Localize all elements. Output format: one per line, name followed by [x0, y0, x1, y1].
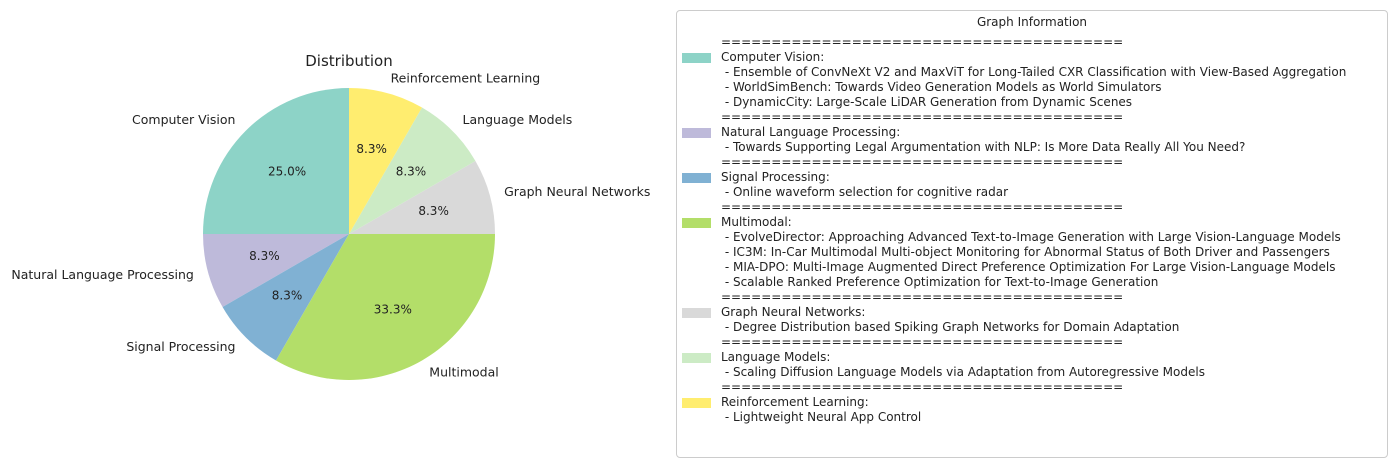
- pie-slice-computer-vision: [203, 88, 349, 234]
- legend-category: Signal Processing:: [721, 170, 830, 184]
- slice-percent-label: 8.3%: [272, 288, 303, 302]
- legend-item: - WorldSimBench: Towards Video Generatio…: [721, 80, 1162, 94]
- pie-slice-language-models: [349, 107, 476, 234]
- legend-item: - MIA-DPO: Multi-Image Augmented Direct …: [721, 260, 1336, 274]
- legend-separator: ========================================: [721, 335, 1124, 349]
- slice-label: Computer Vision: [132, 112, 235, 127]
- pie-slices: [203, 88, 495, 380]
- slice-percent-label: 8.3%: [249, 249, 280, 263]
- legend-swatch: [682, 52, 711, 63]
- legend-item: - Scaling Diffusion Language Models via …: [721, 365, 1205, 379]
- slice-percent-label: 8.3%: [418, 204, 449, 218]
- legend-category: Graph Neural Networks:: [721, 305, 866, 319]
- legend-item: - IC3M: In-Car Multimodal Multi-object M…: [721, 245, 1330, 259]
- legend-separator: ========================================: [721, 290, 1124, 304]
- legend-swatch: [682, 217, 711, 228]
- legend-separator: ========================================: [721, 155, 1124, 169]
- legend-category: Computer Vision:: [721, 50, 825, 64]
- pie-slice-labels: Computer Vision Natural Language Processi…: [11, 70, 650, 379]
- legend-swatch: [682, 352, 711, 363]
- pie-percent-labels: 25.0% 8.3% 8.3% 33.3% 8.3% 8.3% 8.3%: [249, 142, 449, 316]
- legend-separator: ========================================: [721, 200, 1124, 214]
- slice-percent-label: 33.3%: [374, 302, 412, 316]
- legend-item: - Lightweight Neural App Control: [721, 410, 922, 424]
- legend-entries: ========================================…: [721, 35, 1346, 425]
- pie-slice-multimodal: [276, 234, 495, 380]
- legend-item: - DynamicCity: Large-Scale LiDAR Generat…: [721, 95, 1133, 109]
- pie-slice-natural-language-processing: [203, 234, 349, 307]
- legend-category: Reinforcement Learning:: [721, 395, 869, 409]
- slice-label: Reinforcement Learning: [391, 70, 541, 85]
- legend-category: Language Models:: [721, 350, 831, 364]
- legend-title: Graph Information: [976, 15, 1088, 29]
- legend-separator: ========================================: [721, 35, 1124, 49]
- slice-label: Signal Processing: [126, 339, 235, 354]
- pie-slice-signal-processing: [222, 234, 349, 361]
- pie-slice-reinforcement-learning: [349, 88, 422, 234]
- slice-label: Multimodal: [429, 365, 498, 380]
- legend: Graph Information ======================…: [676, 10, 1388, 458]
- legend-item: - EvolveDirector: Approaching Advanced T…: [721, 230, 1341, 244]
- legend-swatch: [682, 127, 711, 138]
- legend-swatch: [682, 397, 711, 408]
- pie-chart: Distribution Computer Vision Natural Lang…: [11, 52, 650, 380]
- legend-item: - Degree Distribution based Spiking Grap…: [721, 320, 1180, 334]
- legend-separator: ========================================: [721, 110, 1124, 124]
- legend-item: - Online waveform selection for cognitiv…: [721, 185, 1009, 199]
- legend-item: - Scalable Ranked Preference Optimizatio…: [721, 275, 1159, 289]
- chart-title: Distribution: [305, 52, 393, 70]
- slice-label: Language Models: [463, 112, 573, 127]
- slice-percent-label: 8.3%: [356, 142, 387, 156]
- pie-slice-graph-neural-networks: [349, 161, 495, 234]
- legend-separator: ========================================: [721, 380, 1124, 394]
- legend-swatch: [682, 172, 711, 183]
- slice-label: Graph Neural Networks: [504, 184, 650, 199]
- slice-percent-label: 8.3%: [396, 165, 427, 179]
- slice-percent-label: 25.0%: [268, 165, 306, 179]
- legend-item: - Ensemble of ConvNeXt V2 and MaxViT for…: [721, 65, 1347, 79]
- legend-swatch: [682, 307, 711, 318]
- slice-label: Natural Language Processing: [11, 267, 194, 282]
- legend-category: Natural Language Processing:: [721, 125, 901, 139]
- legend-item: - Towards Supporting Legal Argumentation…: [721, 140, 1246, 154]
- legend-category: Multimodal:: [721, 215, 792, 229]
